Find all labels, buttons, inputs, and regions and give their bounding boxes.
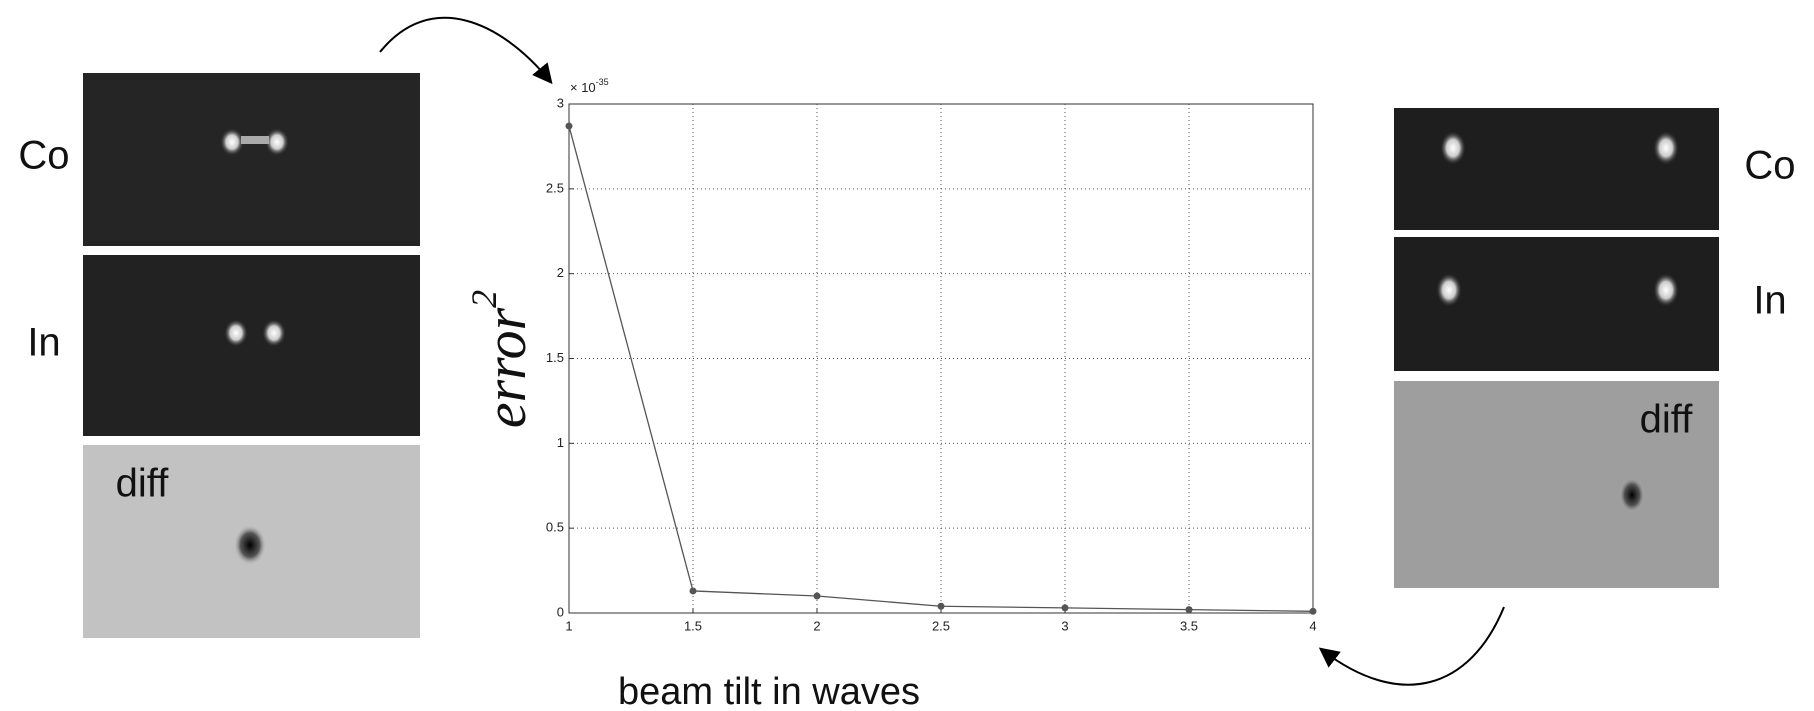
y-tick-label: 0.5 — [546, 520, 564, 535]
blob — [234, 525, 266, 565]
x-tick-label: 2 — [813, 618, 820, 633]
image-panel — [83, 255, 420, 436]
y-multiplier-exponent: -35 — [596, 77, 609, 87]
blob — [1653, 273, 1679, 307]
blob — [265, 128, 289, 156]
blob — [262, 319, 286, 347]
blob — [1440, 131, 1466, 165]
data-point — [1185, 606, 1193, 614]
x-tick-label: 2.5 — [932, 618, 950, 633]
panel-label: Co — [18, 134, 69, 178]
image-panel — [1394, 381, 1719, 588]
panel-label: Co — [1744, 144, 1795, 188]
y-tick-label: 2.5 — [546, 180, 564, 195]
panel-label: In — [27, 321, 60, 365]
x-axis-label: beam tilt in waves — [618, 671, 920, 711]
blob — [1619, 477, 1645, 513]
y-axis-label-superscript: 2 — [464, 290, 504, 308]
x-tick-label: 1.5 — [684, 618, 702, 633]
y-tick-label: 2 — [557, 265, 564, 280]
y-tick-label: 1 — [557, 435, 564, 450]
image-panel — [1394, 108, 1719, 230]
blob — [224, 319, 248, 347]
y-multiplier: × 10-35 — [570, 77, 609, 95]
left-images — [83, 73, 420, 638]
y-tick-label: 1.5 — [546, 350, 564, 365]
data-point — [1061, 604, 1069, 612]
x-tick-label: 3.5 — [1180, 618, 1198, 633]
panel-label: In — [1753, 279, 1786, 323]
y-tick-label: 3 — [557, 95, 564, 110]
image-panel — [83, 73, 420, 246]
arrow — [1318, 606, 1505, 686]
y-axis-label: error2 — [464, 290, 538, 428]
blob — [1653, 131, 1679, 165]
x-tick-label: 4 — [1309, 618, 1316, 633]
panel-label: diff — [116, 462, 170, 506]
data-point — [1309, 607, 1317, 615]
data-point — [689, 587, 697, 595]
x-tick-label: 1 — [565, 618, 572, 633]
arrow — [379, 16, 553, 85]
data-point — [565, 122, 573, 130]
blob — [1436, 273, 1462, 307]
y-multiplier-base: × 10 — [570, 80, 596, 95]
data-point — [937, 602, 945, 610]
right-images — [1394, 108, 1719, 588]
y-axis-label-main: error — [473, 307, 538, 428]
x-tick-label: 3 — [1061, 618, 1068, 633]
blob — [241, 136, 269, 144]
y-tick-label: 0 — [557, 604, 564, 619]
data-point — [813, 592, 821, 600]
plot: 0 0.5 1 1.5 2 2.5 3 1 1.5 2 2.5 3 3.5 4 — [546, 95, 1317, 633]
blob — [220, 128, 244, 156]
axes-box — [568, 103, 1314, 614]
panel-label: diff — [1640, 398, 1694, 442]
